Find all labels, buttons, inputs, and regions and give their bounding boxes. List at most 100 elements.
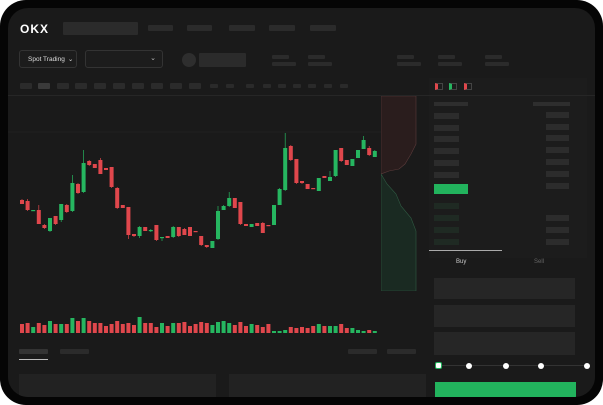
okx-logo[interactable]: OKX [20,22,50,36]
tab-open-orders[interactable] [19,349,48,354]
volume-bar [328,326,332,333]
volume-bar [165,326,170,333]
amount-input[interactable] [434,305,575,327]
volume-bar [87,321,92,333]
chart-interval-button[interactable] [94,83,106,89]
chart-tool-icon[interactable] [293,84,301,88]
ask-amount [546,135,569,141]
pair-select[interactable]: ⌄ [85,50,163,68]
candle [221,205,226,210]
chart-interval-button[interactable] [57,83,69,89]
market-select-label: Spot Trading [28,55,65,63]
bid-amount [546,215,569,221]
candle [20,199,24,204]
bottom-card [229,374,426,397]
chart-interval-button[interactable] [113,83,125,89]
buy-button[interactable] [435,382,576,397]
nav-item[interactable] [310,25,336,31]
volume-bar [300,327,304,333]
volume-bar [92,323,97,333]
candle [109,167,114,188]
percent-slider-track[interactable] [438,365,588,366]
chart-interval-button[interactable] [170,83,182,89]
tab-order-history[interactable] [60,349,89,354]
slider-stop-25[interactable] [466,363,472,369]
candle [199,236,204,246]
chart-tool-icon[interactable] [278,84,286,88]
candle [288,145,293,161]
candle [272,205,276,225]
volume-bar [36,323,41,333]
volume-bar [70,318,75,333]
volume-bar [25,323,30,333]
nav-item[interactable] [187,25,212,31]
orderbook-bids-icon[interactable] [449,83,457,90]
market-select[interactable]: Spot Trading ⌄ [19,50,77,68]
bid-price [434,215,459,221]
ask-amount [546,171,569,177]
chart-tool-icon[interactable] [210,84,218,88]
volume-bar [216,322,220,333]
search-bar[interactable] [63,22,138,35]
chart-tool-icon[interactable] [308,84,316,88]
candle [350,159,355,166]
volume-bar [322,326,327,333]
ask-price [434,113,459,119]
volume-bar [339,324,344,333]
candle [31,210,36,212]
volume-bar [109,324,114,333]
chart-interval-button[interactable] [75,83,87,89]
slider-stop-100[interactable] [584,363,590,369]
candle [160,237,164,241]
chart-tool-icon[interactable] [263,84,271,88]
orderbook-asks-icon[interactable] [464,83,472,90]
tab-sell[interactable]: Sell [534,259,545,265]
nav-item[interactable] [269,25,295,31]
chart-tool-icon[interactable] [340,84,348,88]
candle [356,150,360,158]
tab-buy[interactable]: Buy [456,259,467,265]
ask-amount [546,147,569,153]
candle [53,216,58,225]
volume-bar [59,324,64,333]
candle [333,150,338,177]
filter-control[interactable] [387,349,416,354]
candlestick-chart[interactable] [8,96,381,336]
price-input[interactable] [434,278,575,299]
chart-tool-icon[interactable] [324,84,332,88]
volume-bar [160,323,164,333]
chart-interval-button[interactable] [20,83,32,89]
total-input[interactable] [434,332,575,355]
chart-interval-button[interactable] [189,83,201,89]
slider-stop-50[interactable] [503,363,509,369]
candle [36,205,41,224]
candle [344,160,349,165]
candle [48,218,52,232]
slider-stop-75[interactable] [538,363,544,369]
chart-tool-icon[interactable] [246,84,254,88]
chart-interval-button[interactable] [38,83,50,89]
percent-slider-handle[interactable] [435,362,442,369]
candle [204,245,209,248]
nav-item[interactable] [229,25,255,31]
volume-bar [199,322,204,333]
volume-bar [283,330,288,333]
volume-bar [31,327,36,333]
candle [64,204,69,213]
volume-bar [176,323,181,333]
filter-control[interactable] [348,349,377,354]
candle [277,188,282,205]
candle [367,146,372,156]
candle [372,150,377,157]
chart-interval-button[interactable] [151,83,163,89]
buy-tab-indicator [429,250,502,251]
volume-bar [137,317,142,333]
chart-interval-button[interactable] [132,83,144,89]
nav-item[interactable] [148,25,173,31]
chart-tool-icon[interactable] [226,84,234,88]
volume-bar [48,321,52,333]
candle [92,164,97,168]
candle [339,148,344,162]
ask-price [434,136,459,142]
orderbook-both-icon[interactable] [435,83,443,90]
